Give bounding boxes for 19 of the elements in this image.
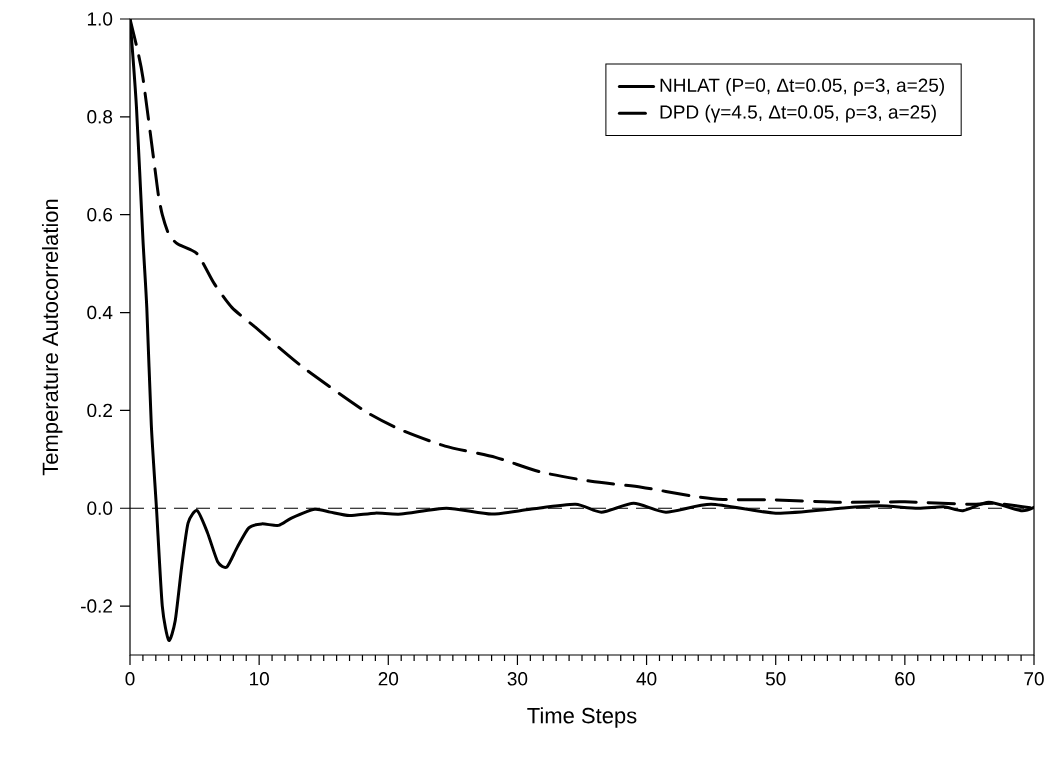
y-tick-label: 0.6 [87, 207, 113, 222]
x-tick-label: 50 [765, 672, 786, 686]
x-tick-label: 60 [895, 672, 915, 686]
y-axis-title: Temperature Autocorrelation [41, 199, 63, 476]
legend-label: DPD (γ=4.5, Δt=0.05, ρ=3, a=25) [660, 104, 936, 123]
x-axis-title: Time Steps [527, 707, 637, 728]
y-tick-label: 0.4 [87, 305, 113, 320]
x-tick-label: 30 [507, 672, 528, 686]
x-tick-label: 10 [250, 672, 269, 686]
legend-label: NHLAT (P=0, Δt=0.05, ρ=3, a=25) [660, 78, 944, 96]
y-tick-label: 0.0 [87, 501, 113, 515]
x-tick-label: 20 [378, 672, 399, 686]
x-tick-label: 70 [1024, 672, 1044, 686]
x-tick-label: 0 [125, 672, 135, 686]
y-tick-label: -0.2 [81, 599, 112, 613]
y-tick-label: 0.8 [87, 110, 113, 124]
x-tick-label: 40 [636, 672, 657, 686]
y-tick-label: 0.2 [87, 403, 112, 418]
y-tick-label: 1.0 [87, 12, 113, 26]
